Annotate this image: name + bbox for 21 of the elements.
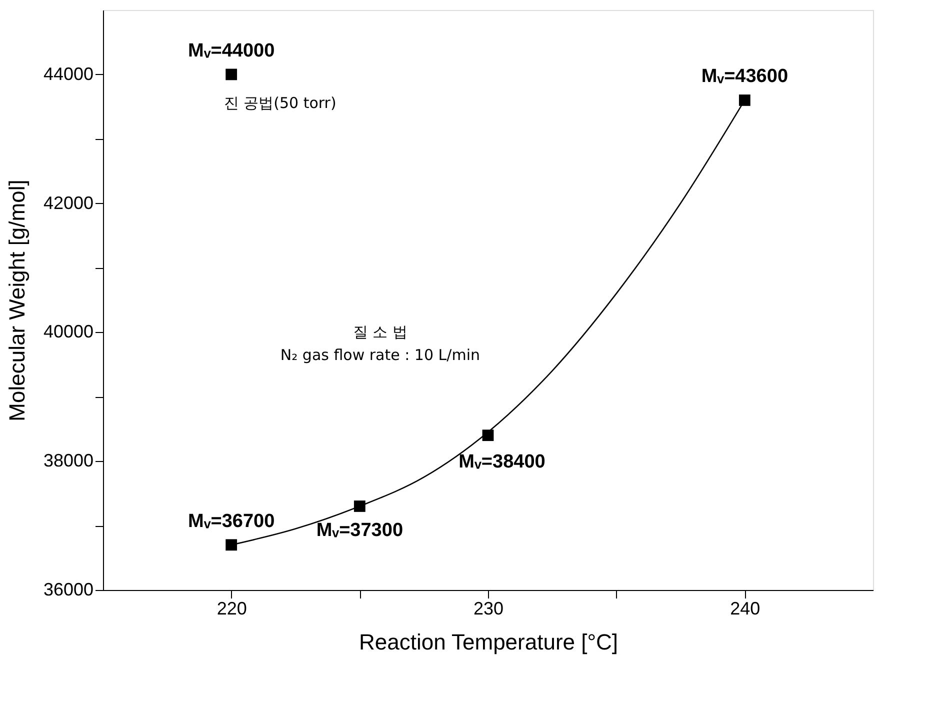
x-tick-label: 220	[216, 598, 247, 618]
annotation: 진 공법(50 torr)	[224, 94, 336, 112]
x-tick-label: 230	[473, 598, 504, 618]
y-tick-label: 38000	[43, 450, 94, 471]
point	[226, 68, 238, 80]
annotation: Mᵥ=38400	[458, 451, 546, 472]
x-tick-label: 240	[730, 598, 760, 618]
point	[738, 94, 750, 106]
annotation: Mᵥ=36700	[188, 510, 275, 532]
annotation: Mᵥ=43600	[701, 66, 788, 88]
y-tick-label: 42000	[43, 192, 94, 213]
y-tick-label: 36000	[43, 580, 94, 600]
y-tick-label: 44000	[43, 64, 94, 84]
y-tick-label: 40000	[43, 322, 94, 342]
annotation: Mᵥ=37300	[316, 520, 404, 542]
x-axis-title: Reaction Temperature [°C]	[358, 630, 618, 654]
y-axis-title: Molecular Weight [g/mol]	[4, 180, 30, 422]
annotation: 질 소 법	[352, 322, 408, 341]
annotation: N₂ gas flow rate : 10 L/min	[280, 346, 480, 364]
point	[226, 539, 238, 551]
annotation: Mᵥ=44000	[188, 40, 275, 62]
